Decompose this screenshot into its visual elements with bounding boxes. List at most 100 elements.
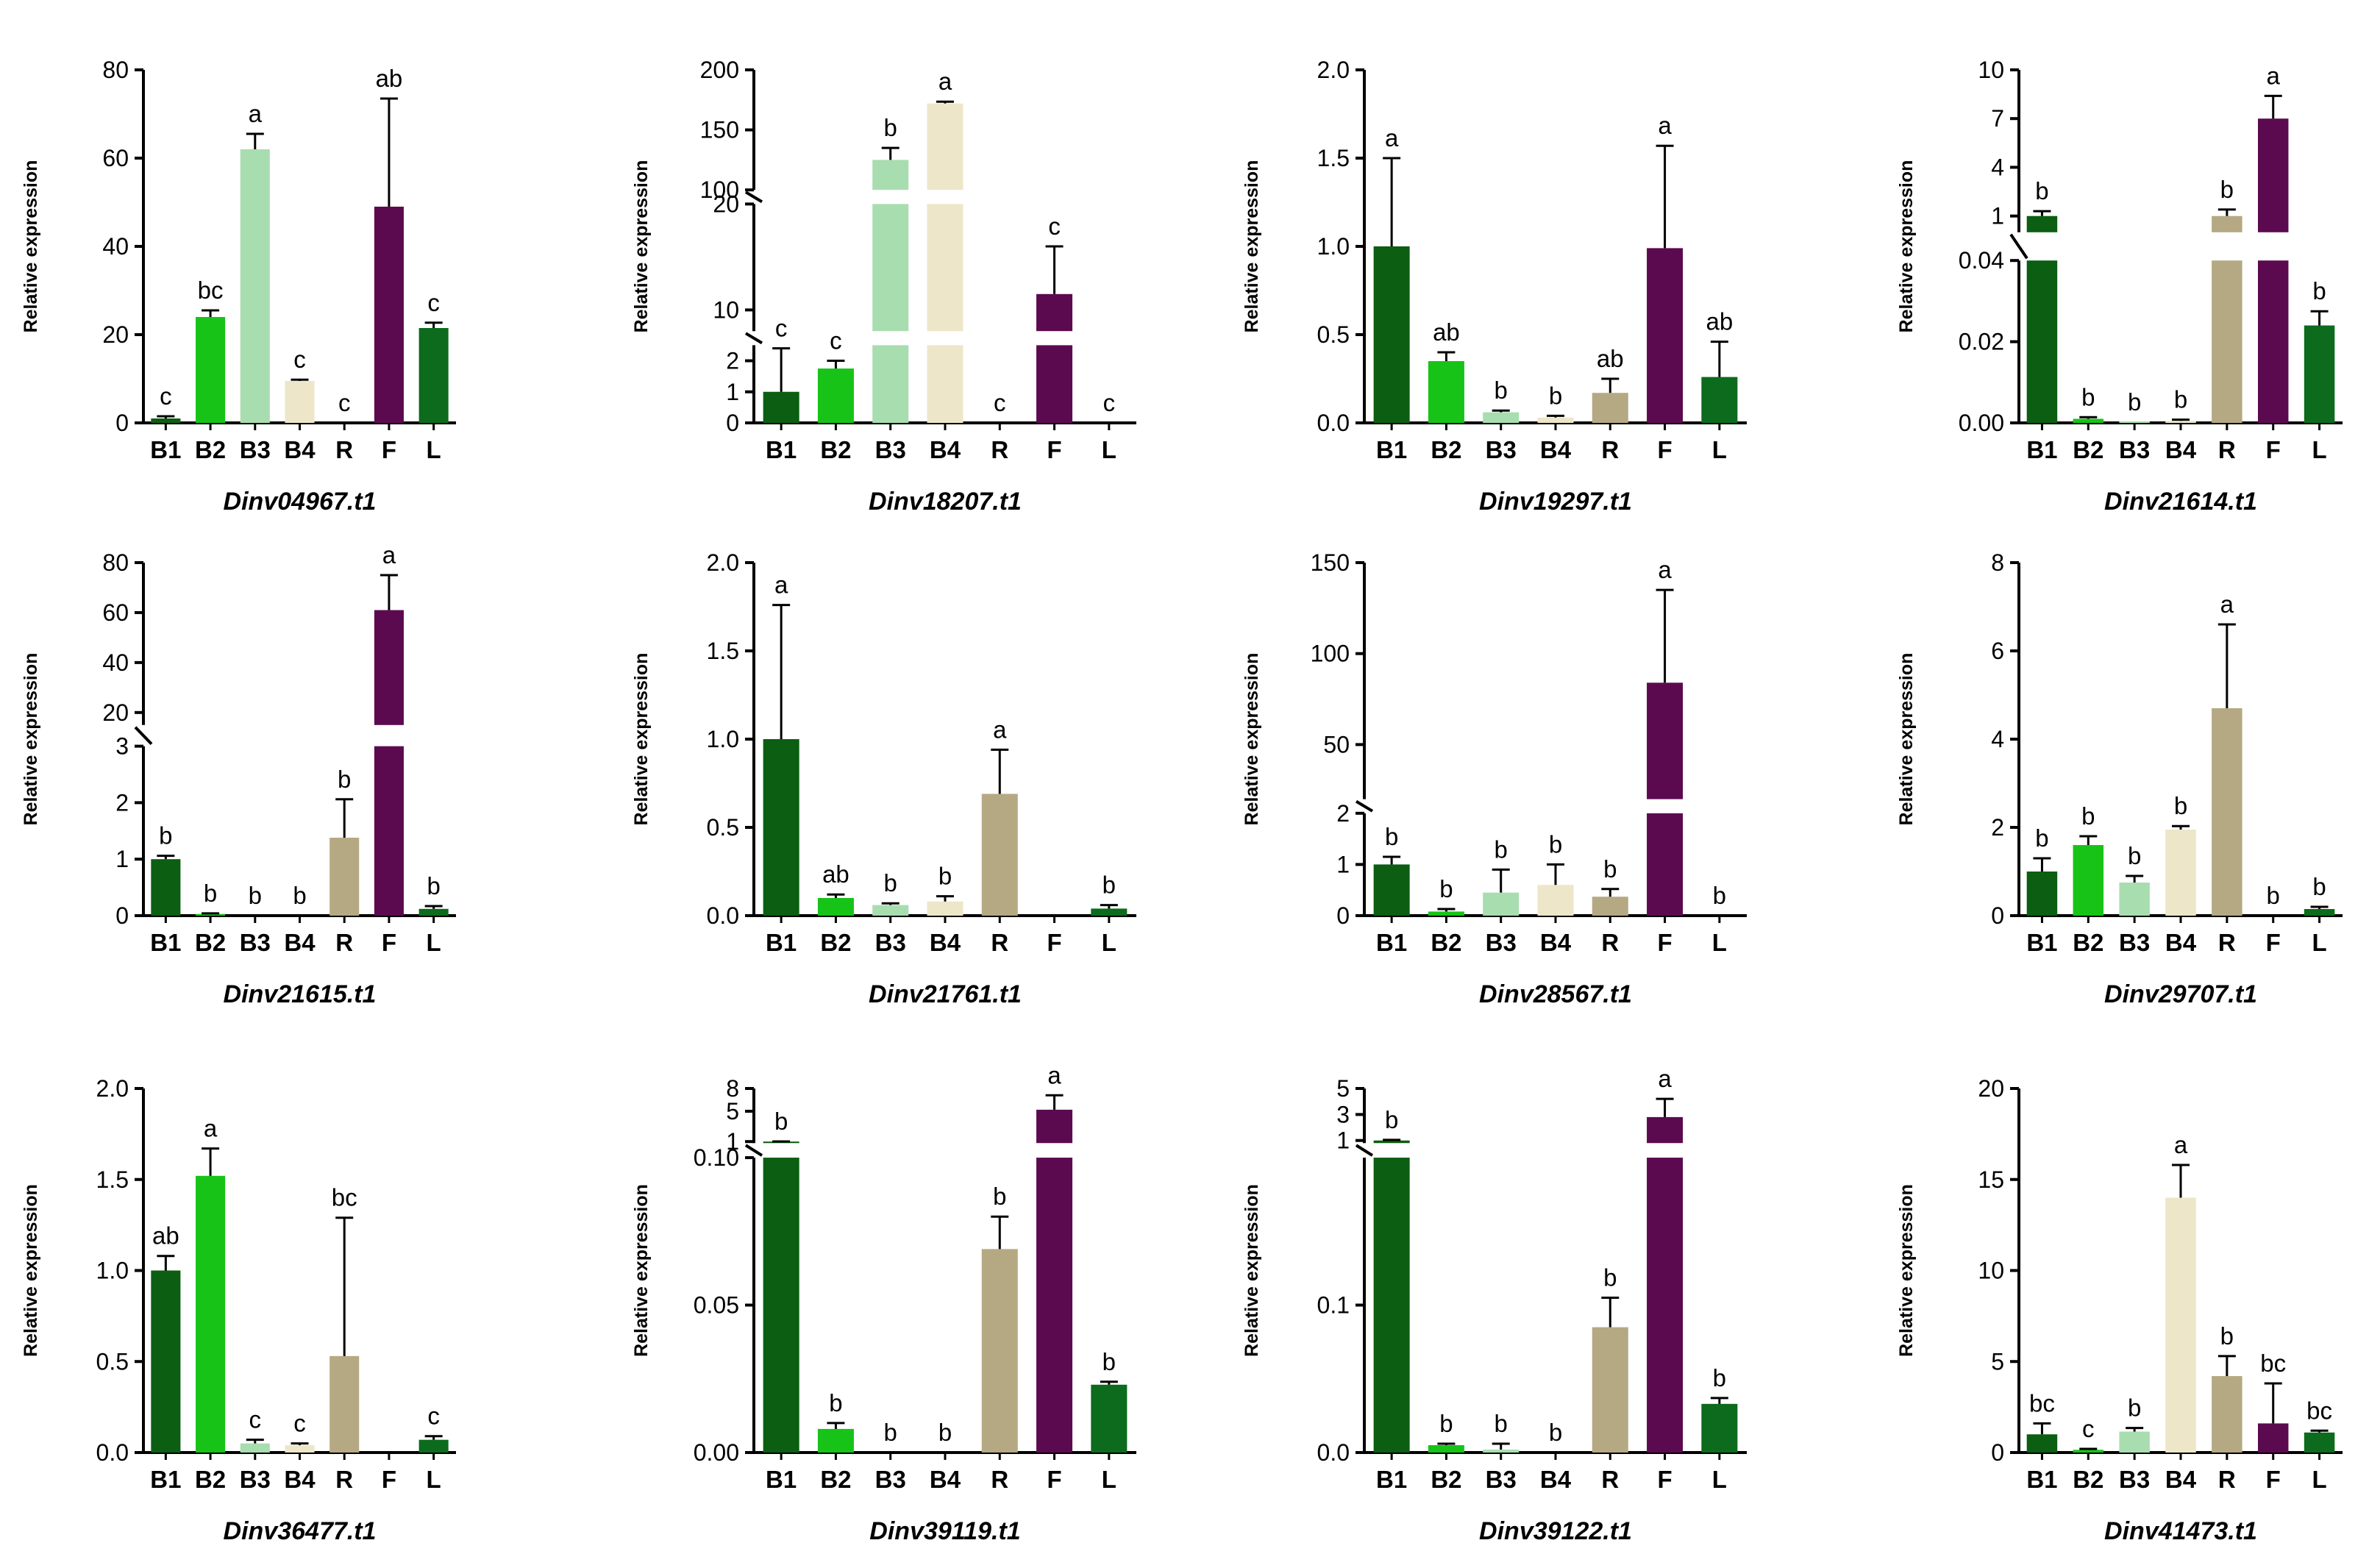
x-tick-label-B1: B1 (766, 929, 797, 956)
significance-letter-B4: b (2174, 792, 2187, 819)
bar-R (2212, 260, 2242, 423)
significance-letter-F: a (1658, 1065, 1672, 1092)
chart-title: Dinv21761.t1 (869, 980, 1022, 1008)
bar-B3 (1483, 1449, 1520, 1453)
x-tick-label-B3: B3 (1486, 436, 1517, 463)
significance-letter-B2: ab (1433, 318, 1460, 346)
bar-B4 (927, 345, 963, 423)
significance-letter-L: b (2312, 873, 2326, 900)
bar-B1 (2026, 260, 2058, 423)
chart-title: Dinv21614.t1 (2104, 488, 2257, 516)
x-tick-label-B1: B1 (1376, 436, 1407, 463)
bar-B1 (763, 1158, 799, 1453)
x-tick-label-B4: B4 (930, 929, 961, 956)
bar-B2 (2073, 1450, 2104, 1453)
bar-B1 (151, 1270, 181, 1453)
y-tick-label: 2 (726, 348, 739, 374)
x-tick-label-F: F (1657, 436, 1672, 463)
x-tick-label-B3: B3 (2119, 436, 2150, 463)
significance-letter-L: b (2312, 277, 2326, 304)
bar-R (329, 838, 360, 916)
y-tick-label: 80 (102, 57, 129, 83)
bar-L (1091, 908, 1127, 916)
y-tick-label: 8 (1991, 549, 2004, 576)
bar-L (418, 328, 449, 423)
bar-B3 (1483, 412, 1520, 423)
bar-B3 (872, 905, 909, 916)
bar-F (2257, 1423, 2289, 1453)
significance-letter-B2: ab (822, 860, 849, 888)
bar-L (2304, 1432, 2335, 1453)
y-tick-label: 0.5 (1317, 321, 1350, 348)
bar-B4 (285, 1445, 315, 1453)
significance-letter-L: c (427, 289, 440, 316)
bar-B4 (927, 103, 963, 190)
y-tick-label: 1.5 (707, 638, 739, 664)
y-tick-label: 0 (115, 410, 129, 436)
y-tick-label: 0.00 (694, 1439, 739, 1466)
y-tick-label: 4 (1991, 726, 2004, 752)
bar-F (1036, 1109, 1073, 1144)
y-axis-title: Relative expression (21, 160, 41, 333)
bar-R (2212, 215, 2242, 232)
bar-B1 (1373, 864, 1410, 916)
chart-panel-Dinv19297.t1: 0.0 0.5 1.0 1.5 2.0 a B1 ab B2 b B3 b B4 ab Ra Fab L Rela… (1242, 57, 1747, 516)
x-tick-label-L: L (1712, 929, 1727, 956)
y-tick-label: 2 (1336, 800, 1350, 827)
bar-F (2257, 260, 2289, 423)
x-tick-label-F: F (1657, 1466, 1672, 1493)
x-tick-label-B2: B2 (195, 1466, 226, 1493)
x-tick-label-B1: B1 (1376, 929, 1407, 956)
x-tick-label-B4: B4 (284, 929, 316, 956)
chart-title: Dinv04967.t1 (224, 488, 377, 516)
x-tick-label-R: R (2218, 1466, 2236, 1493)
y-tick-label: 5 (726, 1098, 739, 1125)
bar-B3 (2119, 883, 2150, 916)
y-tick-label: 60 (102, 145, 129, 171)
y-axis-title: Relative expression (21, 653, 41, 826)
significance-letter-B2: b (2081, 802, 2095, 830)
x-tick-label-B2: B2 (820, 1466, 851, 1493)
x-tick-label-F: F (382, 929, 396, 956)
x-tick-label-B4: B4 (284, 1466, 316, 1493)
significance-letter-B1: c (775, 315, 788, 342)
x-tick-label-L: L (427, 436, 441, 463)
significance-letter-B1: b (159, 822, 172, 849)
bar-B1 (2026, 872, 2058, 916)
significance-letter-R: b (338, 766, 351, 793)
significance-letter-B2: b (1439, 875, 1453, 902)
bar-B1 (2026, 215, 2058, 232)
significance-letter-B2: c (830, 327, 842, 354)
x-tick-label-R: R (2218, 929, 2236, 956)
y-tick-label: 1 (1991, 203, 2004, 229)
significance-letter-B3: b (1495, 1410, 1508, 1437)
significance-letter-B1: a (1385, 124, 1399, 152)
bar-B1 (763, 391, 799, 423)
x-tick-label-B4: B4 (930, 1466, 961, 1493)
y-axis-title: Relative expression (1242, 653, 1262, 826)
x-tick-label-B1: B1 (2026, 436, 2057, 463)
bar-B4 (927, 204, 963, 332)
x-tick-label-L: L (1102, 929, 1116, 956)
significance-letter-B3: b (2128, 388, 2141, 416)
y-tick-label: 0 (726, 410, 739, 436)
bar-B3 (240, 149, 270, 423)
x-tick-label-F: F (2266, 1466, 2281, 1493)
x-tick-label-B2: B2 (195, 929, 226, 956)
axis-break-mark (744, 1144, 763, 1157)
significance-letter-B4: b (1549, 382, 1562, 409)
x-tick-label-B1: B1 (1376, 1466, 1407, 1493)
bar-B3 (2119, 421, 2150, 423)
y-tick-label: 20 (102, 699, 129, 726)
axis-break-mark (1355, 1144, 1374, 1157)
y-tick-label: 150 (700, 117, 739, 143)
x-tick-label-R: R (335, 436, 353, 463)
significance-letter-B4: c (293, 346, 306, 373)
chart-title: Dinv39119.t1 (869, 1517, 1020, 1545)
y-tick-label: 60 (102, 599, 129, 626)
chart-panel-Dinv18207.t1: 0121020100150200cB1cB2bB3aB4cRcFcLRelati… (631, 57, 1136, 516)
significance-letter-B2: b (204, 880, 217, 907)
significance-letter-L: b (427, 872, 440, 899)
x-tick-label-R: R (335, 929, 353, 956)
